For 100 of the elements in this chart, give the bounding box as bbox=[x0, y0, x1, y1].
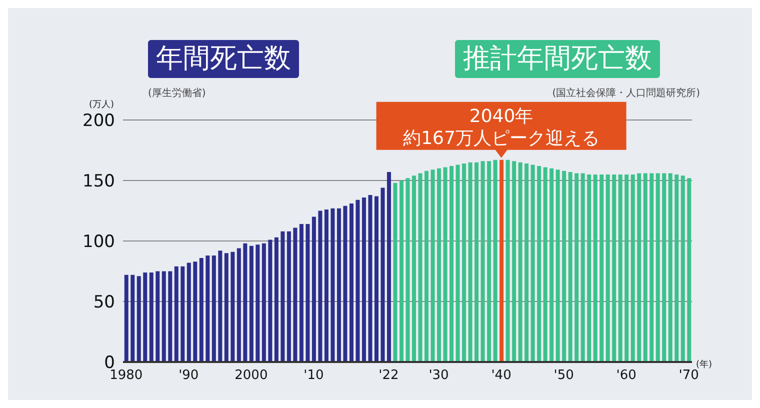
bar bbox=[274, 237, 278, 362]
bar bbox=[462, 164, 466, 362]
bar bbox=[487, 161, 492, 362]
bar bbox=[306, 224, 310, 362]
bar bbox=[168, 271, 172, 362]
x-tick-label: '60 bbox=[616, 368, 636, 384]
bar bbox=[456, 164, 460, 362]
bar bbox=[299, 224, 304, 362]
bar bbox=[318, 210, 322, 362]
bar bbox=[568, 172, 572, 362]
bar bbox=[674, 174, 679, 362]
bar bbox=[212, 256, 216, 362]
bar bbox=[437, 168, 442, 362]
bar bbox=[630, 174, 635, 362]
bar bbox=[543, 167, 548, 362]
bar bbox=[186, 262, 191, 362]
bar bbox=[386, 172, 391, 362]
bar bbox=[406, 178, 410, 362]
bar bbox=[506, 160, 510, 362]
bar bbox=[650, 173, 654, 362]
bar bbox=[249, 246, 254, 362]
bar bbox=[143, 272, 148, 362]
bar bbox=[349, 203, 354, 362]
bar bbox=[637, 173, 642, 362]
bar bbox=[136, 276, 141, 362]
bar bbox=[243, 243, 248, 362]
bar bbox=[587, 174, 592, 362]
bar bbox=[130, 274, 135, 362]
bar bbox=[580, 173, 585, 362]
bar bbox=[624, 174, 629, 362]
bar bbox=[356, 200, 360, 362]
bar bbox=[180, 266, 185, 362]
y-tick-label: 150 bbox=[82, 172, 115, 192]
bar bbox=[312, 216, 316, 362]
annotation: 2040年 bbox=[469, 106, 534, 127]
bar bbox=[556, 170, 560, 362]
bar bbox=[418, 173, 422, 362]
bar bbox=[399, 180, 404, 362]
bar bbox=[362, 197, 366, 362]
y-tick-label: 100 bbox=[82, 232, 115, 252]
bar bbox=[174, 266, 178, 362]
x-tick-label: '70 bbox=[678, 368, 699, 384]
bar bbox=[224, 253, 228, 362]
bar bbox=[268, 240, 272, 362]
x-tick-label: 2000 bbox=[234, 368, 268, 384]
text: 年間死亡数 bbox=[148, 40, 299, 78]
text: (国立社会保障・人口問題研究所) bbox=[552, 86, 700, 100]
x-tick-label: 1980 bbox=[110, 368, 143, 384]
bar bbox=[612, 174, 616, 362]
bar bbox=[474, 162, 479, 362]
x-tick-label: '22 bbox=[378, 368, 399, 384]
bar bbox=[618, 174, 622, 362]
text: (厚生労働省) bbox=[148, 86, 206, 100]
bar bbox=[687, 178, 692, 362]
bar bbox=[193, 262, 198, 362]
bar bbox=[468, 162, 472, 362]
text: 推計年間死亡数 bbox=[455, 40, 660, 78]
bar bbox=[424, 170, 429, 362]
bar bbox=[230, 252, 235, 362]
bar bbox=[606, 174, 610, 362]
bar bbox=[162, 271, 166, 362]
bar bbox=[393, 182, 398, 362]
bar bbox=[156, 271, 160, 362]
bar bbox=[593, 174, 598, 362]
bar bbox=[380, 188, 385, 362]
bar bbox=[662, 173, 666, 362]
y-tick-label: 200 bbox=[82, 111, 115, 132]
bar bbox=[286, 231, 291, 362]
bar bbox=[443, 167, 448, 362]
bar bbox=[550, 168, 554, 362]
x-tick-label: '10 bbox=[304, 368, 324, 384]
bar bbox=[293, 228, 298, 362]
bar bbox=[124, 274, 128, 362]
bar bbox=[280, 231, 285, 362]
bar bbox=[256, 244, 260, 362]
bar bbox=[218, 250, 222, 362]
x-tick-label: '30 bbox=[428, 368, 449, 384]
bar bbox=[493, 160, 498, 362]
y-axis-title: (万人) bbox=[89, 98, 114, 111]
bar bbox=[530, 164, 535, 362]
bar bbox=[600, 174, 604, 362]
bar bbox=[262, 243, 266, 362]
bar bbox=[336, 208, 341, 362]
bar bbox=[149, 272, 154, 362]
bar bbox=[412, 176, 416, 362]
bar bbox=[236, 248, 241, 362]
bar bbox=[518, 162, 522, 362]
bar bbox=[199, 258, 204, 362]
bar bbox=[324, 210, 328, 362]
bar bbox=[537, 166, 542, 362]
bar bbox=[206, 256, 210, 362]
x-tick-label: '90 bbox=[178, 368, 199, 384]
bar bbox=[368, 195, 372, 362]
bar bbox=[574, 173, 579, 362]
annotation: 約167万人ピーク迎える bbox=[403, 128, 600, 149]
bar bbox=[656, 173, 660, 362]
bar bbox=[524, 164, 529, 362]
x-tick-label: '50 bbox=[554, 368, 574, 384]
bar bbox=[668, 173, 672, 362]
bar bbox=[512, 161, 516, 362]
